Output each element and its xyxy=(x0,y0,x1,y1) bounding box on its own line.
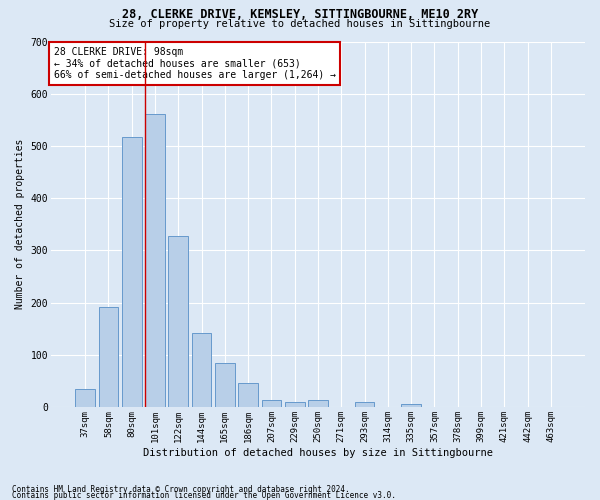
Bar xyxy=(285,402,305,407)
X-axis label: Distribution of detached houses by size in Sittingbourne: Distribution of detached houses by size … xyxy=(143,448,493,458)
Bar xyxy=(355,402,374,407)
Bar xyxy=(308,400,328,407)
Text: 28, CLERKE DRIVE, KEMSLEY, SITTINGBOURNE, ME10 2RY: 28, CLERKE DRIVE, KEMSLEY, SITTINGBOURNE… xyxy=(122,8,478,20)
Text: 28 CLERKE DRIVE: 98sqm
← 34% of detached houses are smaller (653)
66% of semi-de: 28 CLERKE DRIVE: 98sqm ← 34% of detached… xyxy=(53,47,335,80)
Text: Size of property relative to detached houses in Sittingbourne: Size of property relative to detached ho… xyxy=(109,19,491,29)
Bar xyxy=(75,388,95,407)
Bar xyxy=(215,362,235,407)
Bar xyxy=(169,236,188,407)
Bar xyxy=(191,333,211,407)
Bar xyxy=(401,404,421,407)
Y-axis label: Number of detached properties: Number of detached properties xyxy=(15,139,25,310)
Bar xyxy=(262,400,281,407)
Text: Contains public sector information licensed under the Open Government Licence v3: Contains public sector information licen… xyxy=(12,490,396,500)
Text: Contains HM Land Registry data © Crown copyright and database right 2024.: Contains HM Land Registry data © Crown c… xyxy=(12,484,350,494)
Bar xyxy=(122,137,142,407)
Bar xyxy=(98,306,118,407)
Bar xyxy=(238,383,258,407)
Bar xyxy=(145,114,165,407)
